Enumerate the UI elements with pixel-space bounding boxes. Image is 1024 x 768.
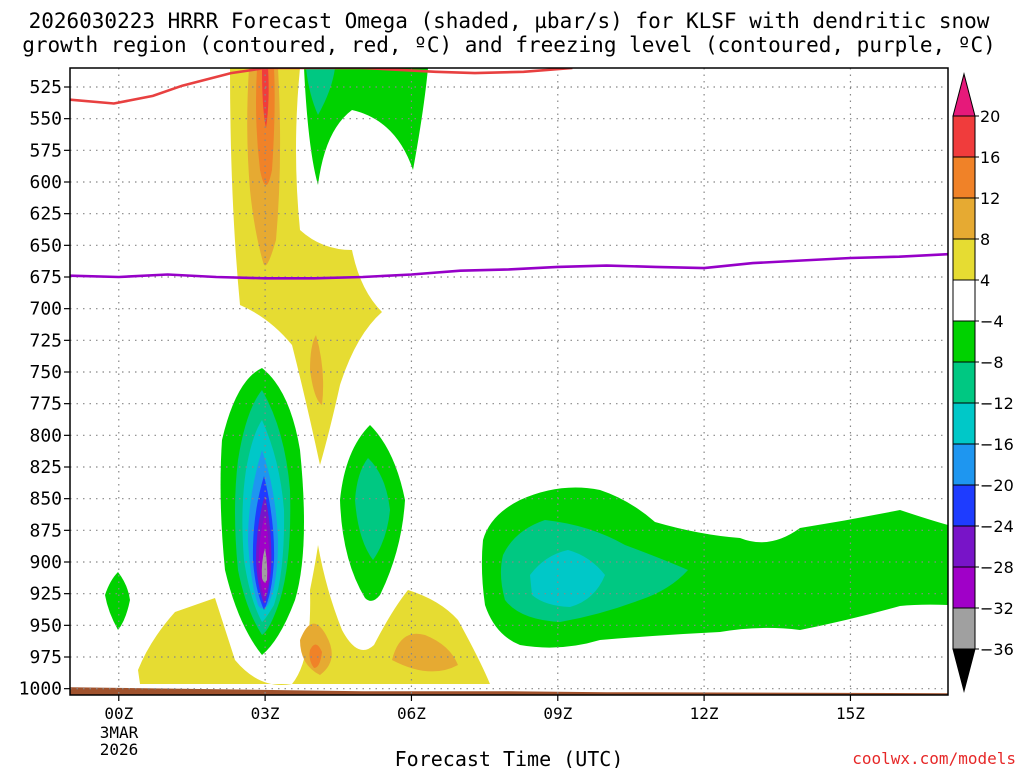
y-tick-label: 925 [29, 584, 62, 605]
omega-positive-lower-core2 [392, 633, 458, 672]
omega-negative-small-cell [105, 572, 130, 630]
colorbar-label: −28 [980, 558, 1014, 577]
y-tick-label: 625 [29, 204, 62, 225]
colorbar-top-arrow [952, 72, 976, 117]
y-tick-label: 775 [29, 394, 62, 415]
y-tick-label: 800 [29, 425, 62, 446]
colorbar-band [952, 156, 976, 199]
colorbar-band [952, 320, 976, 363]
x-tick-label: 09Z [543, 704, 572, 723]
plot-area [69, 67, 949, 696]
colorbar-band [952, 402, 976, 445]
colorbar-label: −24 [980, 517, 1014, 536]
colorbar-band [952, 566, 976, 609]
dendritic-growth-zone-contour [70, 68, 573, 105]
colorbar-label: 4 [980, 271, 990, 290]
y-axis: 525 550 575 600 625 650 675 700 725 750 775 800 825 8… [19, 77, 70, 700]
x-tick-label: 12Z [690, 704, 719, 723]
y-tick-label: 1000 [19, 679, 62, 700]
x-tick-label: 15Z [836, 704, 865, 723]
chart-title-line2: growth region (contoured, red, ºC) and f… [22, 33, 996, 57]
x-axis: 00Z 03Z 06Z 09Z 12Z 15Z [104, 695, 865, 723]
x-tick-label: 00Z [104, 704, 133, 723]
colorbar-band [952, 115, 976, 158]
omega-shading [105, 68, 948, 685]
omega-positive-lower-core1-orange [309, 644, 322, 668]
colorbar-label: 12 [980, 189, 1000, 208]
y-tick-label: 550 [29, 109, 62, 130]
x-date-line2: 2026 [100, 740, 139, 759]
y-tick-label: 750 [29, 362, 62, 383]
omega-negative-main-gray [261, 548, 268, 583]
y-tick-label: 525 [29, 77, 62, 98]
chart-title-line1: 2026030223 HRRR Forecast Omega (shaded, … [29, 9, 990, 33]
colorbar-band [952, 279, 976, 322]
colorbar-label: −12 [980, 394, 1014, 413]
y-tick-label: 875 [29, 520, 62, 541]
plot-frame [69, 67, 949, 696]
colorbar-bottom-arrow [952, 648, 976, 693]
colorbar-band [952, 238, 976, 281]
y-tick-label: 650 [29, 235, 62, 256]
x-date-line1: 3MAR [100, 723, 139, 742]
colorbar: 20 16 12 8 4 −4 −8 −12 −16 −20 −24 −28 −32 −36 [952, 72, 1014, 693]
colorbar-label: −32 [980, 599, 1014, 618]
colorbar-band [952, 197, 976, 240]
colorbar-label: 8 [980, 230, 990, 249]
omega-negative-upper [304, 68, 428, 185]
colorbar-label: 20 [980, 107, 1000, 126]
y-tick-label: 825 [29, 457, 62, 478]
colorbar-label: −36 [980, 640, 1014, 659]
omega-positive-upper-core-red [262, 68, 269, 128]
ground-terrain [70, 687, 948, 695]
credit-text: coolwx.com/models [852, 749, 1016, 768]
omega-negative-upper-teal [306, 68, 335, 115]
colorbar-label: −8 [980, 353, 1004, 372]
y-tick-label: 950 [29, 615, 62, 636]
freezing-level-contour [70, 252, 948, 280]
y-tick-label: 975 [29, 647, 62, 668]
y-tick-label: 675 [29, 267, 62, 288]
y-tick-label: 700 [29, 299, 62, 320]
colorbar-label: −20 [980, 476, 1014, 495]
x-axis-label: Forecast Time (UTC) [395, 747, 624, 768]
y-tick-label: 600 [29, 172, 62, 193]
x-tick-label: 03Z [251, 704, 280, 723]
y-tick-label: 850 [29, 489, 62, 510]
colorbar-band [952, 484, 976, 527]
colorbar-label: −4 [980, 312, 1004, 331]
colorbar-label: −16 [980, 435, 1014, 454]
colorbar-band [952, 607, 976, 650]
y-tick-label: 575 [29, 140, 62, 161]
y-tick-label: 900 [29, 552, 62, 573]
omega-negative-later-cyan [530, 550, 605, 607]
colorbar-label: 16 [980, 148, 1000, 167]
omega-negative-second-teal [355, 458, 390, 560]
colorbar-band [952, 361, 976, 404]
colorbar-band [952, 525, 976, 568]
omega-positive-midlevel-core [310, 335, 324, 405]
colorbar-band [952, 443, 976, 486]
x-tick-label: 06Z [397, 704, 426, 723]
gridlines [70, 68, 948, 695]
y-tick-label: 725 [29, 330, 62, 351]
